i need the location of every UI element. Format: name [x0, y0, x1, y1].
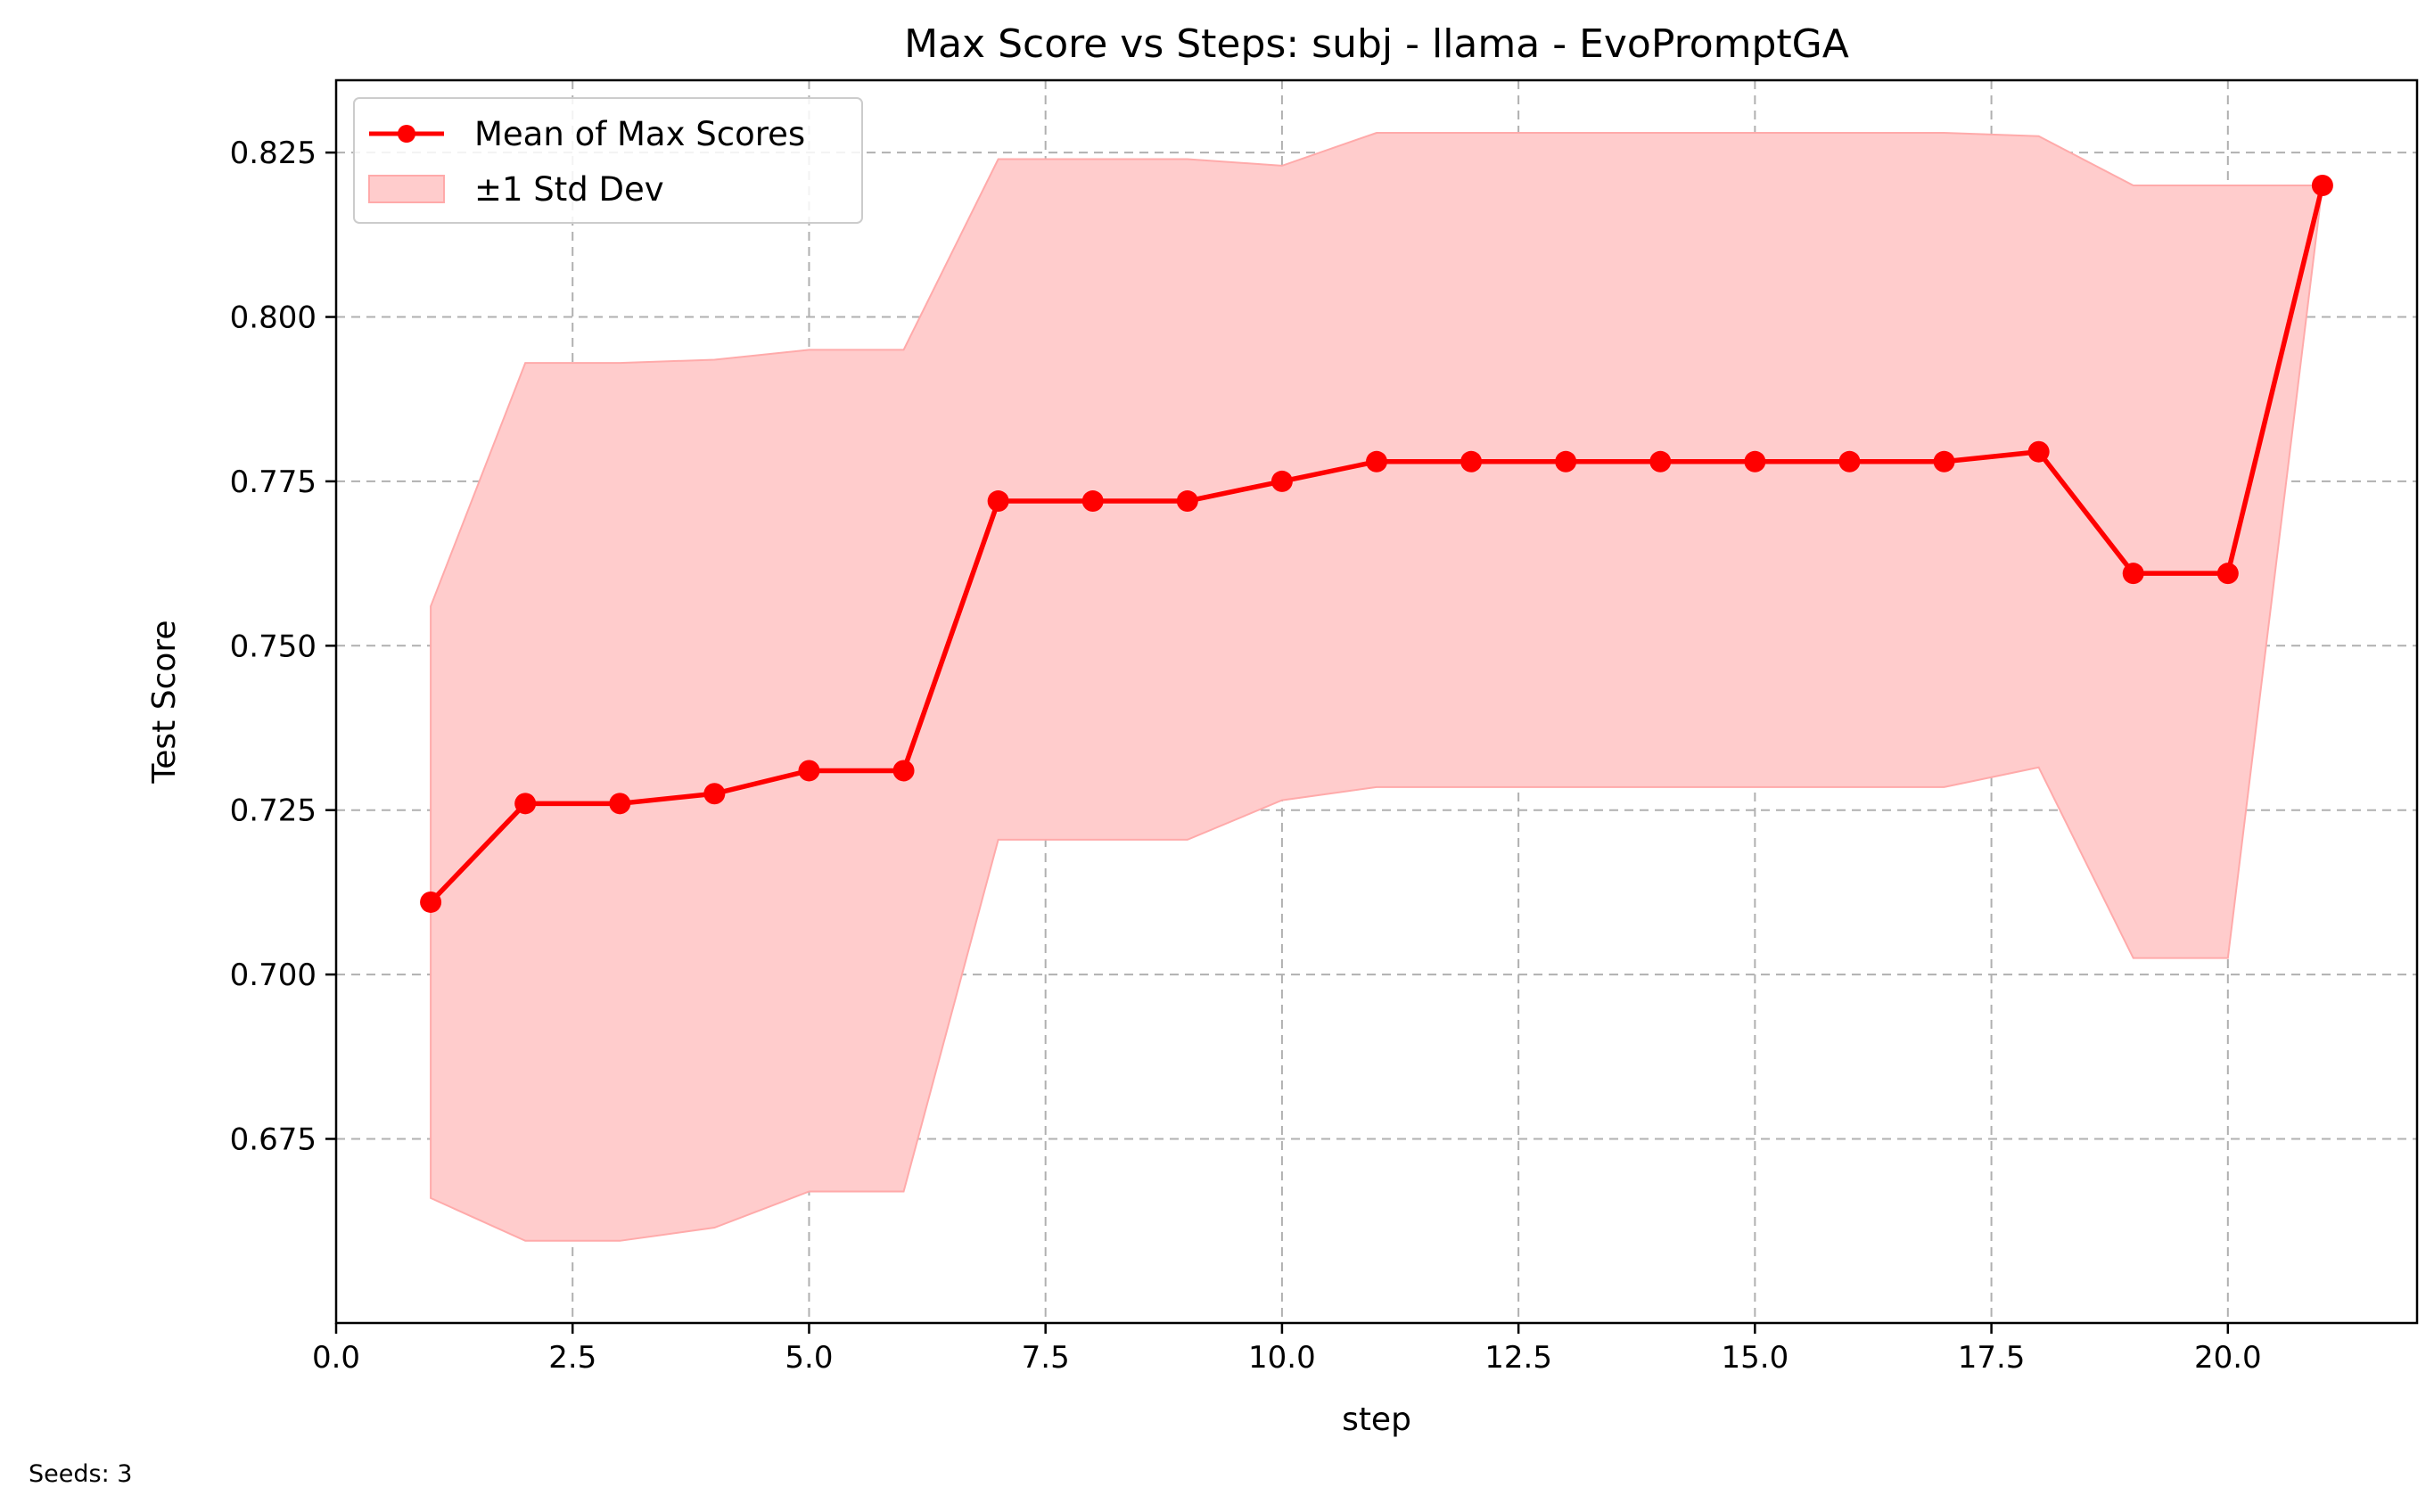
legend-label-mean: Mean of Max Scores [474, 115, 805, 153]
y-axis-ticks: 0.675 0.700 0.725 0.750 0.775 0.800 0.825 [230, 136, 336, 1157]
y-tick-label: 0.675 [230, 1122, 317, 1157]
data-point [987, 490, 1009, 513]
legend-box [353, 97, 863, 224]
std-band-layer [430, 132, 2324, 1242]
y-tick-label: 0.725 [230, 793, 317, 829]
x-tick-label: 5.0 [785, 1340, 833, 1376]
data-point [892, 760, 915, 782]
y-tick-label: 0.775 [230, 464, 317, 500]
data-point [1744, 450, 1766, 472]
x-tick-label: 20.0 [2194, 1340, 2262, 1376]
data-point [703, 783, 726, 805]
data-point [2122, 563, 2144, 585]
plot-area [334, 78, 2419, 1325]
x-tick-label: 2.5 [548, 1340, 596, 1376]
data-point [2027, 440, 2050, 463]
y-tick-label: 0.700 [230, 957, 317, 993]
x-tick-label: 10.0 [1248, 1340, 1316, 1376]
x-axis-ticks: 0.0 2.5 5.0 7.5 10.0 12.5 15.0 17.5 20.0 [312, 1323, 2262, 1376]
x-tick-label: 17.5 [1958, 1340, 2026, 1376]
y-axis-label: Test Score [146, 620, 183, 784]
std-dev-band [430, 132, 2324, 1242]
legend-label-std: ±1 Std Dev [474, 170, 664, 209]
legend-band-swatch [368, 175, 445, 203]
data-point [1176, 490, 1198, 513]
data-point [1933, 450, 1955, 472]
y-tick-label: 0.750 [230, 629, 317, 664]
legend-marker-swatch [398, 125, 415, 143]
data-point [1366, 450, 1387, 472]
x-tick-label: 15.0 [1722, 1340, 1789, 1376]
data-point [2216, 563, 2239, 585]
footnote-seeds: Seeds: 3 [29, 1460, 132, 1488]
y-tick-label: 0.800 [230, 300, 317, 336]
data-point [1081, 490, 1104, 513]
data-point [2311, 175, 2333, 197]
x-tick-label: 12.5 [1484, 1340, 1552, 1376]
series-layer [420, 175, 2333, 913]
data-point [1555, 450, 1577, 472]
chart-title: Max Score vs Steps: subj - llama - EvoPr… [904, 21, 1849, 67]
data-point [1460, 450, 1483, 472]
legend: Mean of Max Scores ±1 Std Dev [353, 97, 863, 224]
data-point [1838, 450, 1861, 472]
data-point [420, 891, 442, 913]
x-tick-label: 0.0 [312, 1340, 360, 1376]
data-point [514, 793, 537, 815]
data-point [609, 793, 631, 815]
x-axis-label: step [1342, 1401, 1411, 1438]
data-point [1649, 450, 1672, 472]
data-point [1270, 470, 1293, 492]
y-tick-label: 0.825 [230, 136, 317, 171]
data-point [798, 760, 820, 782]
x-tick-label: 7.5 [1022, 1340, 1070, 1376]
